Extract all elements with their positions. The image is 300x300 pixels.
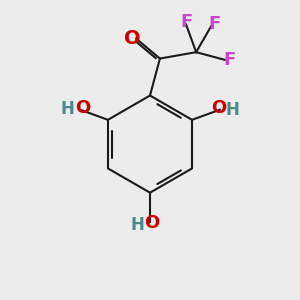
Text: H: H bbox=[61, 100, 75, 118]
Text: F: F bbox=[180, 13, 192, 31]
Text: H: H bbox=[225, 101, 239, 119]
Text: O: O bbox=[211, 99, 226, 117]
Text: F: F bbox=[223, 51, 235, 69]
Text: O: O bbox=[124, 29, 141, 48]
Text: O: O bbox=[144, 214, 159, 232]
Text: O: O bbox=[76, 99, 91, 117]
Text: H: H bbox=[131, 216, 145, 234]
Text: F: F bbox=[208, 15, 220, 33]
